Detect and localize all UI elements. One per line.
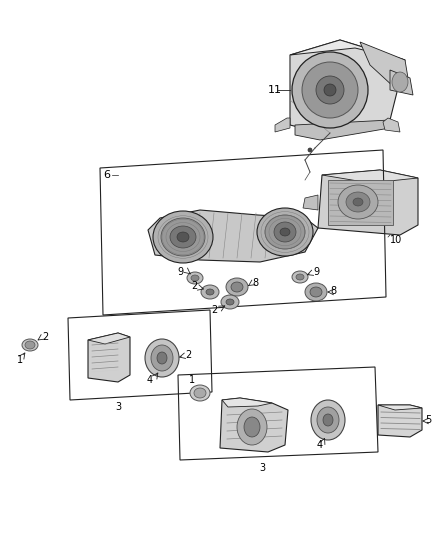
- Ellipse shape: [231, 282, 243, 292]
- Text: 6: 6: [103, 170, 110, 180]
- Ellipse shape: [161, 218, 205, 256]
- Text: 5: 5: [425, 415, 431, 425]
- Polygon shape: [290, 40, 405, 135]
- Ellipse shape: [324, 84, 336, 96]
- Polygon shape: [378, 405, 422, 437]
- Text: 3: 3: [259, 463, 265, 473]
- Text: 1: 1: [189, 375, 195, 385]
- Text: 4: 4: [147, 375, 153, 385]
- Ellipse shape: [316, 76, 344, 104]
- Ellipse shape: [187, 272, 203, 284]
- Ellipse shape: [310, 287, 322, 297]
- Polygon shape: [88, 333, 130, 382]
- Ellipse shape: [265, 215, 305, 249]
- Ellipse shape: [25, 341, 35, 349]
- Ellipse shape: [153, 211, 213, 263]
- Ellipse shape: [292, 52, 368, 128]
- Ellipse shape: [221, 295, 239, 309]
- Polygon shape: [383, 118, 400, 132]
- Ellipse shape: [244, 417, 260, 437]
- Polygon shape: [290, 40, 405, 60]
- Text: 3: 3: [115, 402, 121, 412]
- Polygon shape: [220, 398, 288, 452]
- Polygon shape: [322, 170, 418, 183]
- Ellipse shape: [237, 409, 267, 445]
- Polygon shape: [378, 405, 422, 410]
- Ellipse shape: [151, 345, 173, 371]
- Ellipse shape: [157, 352, 167, 364]
- Text: 9: 9: [177, 267, 183, 277]
- Ellipse shape: [194, 388, 206, 398]
- Text: 2: 2: [42, 332, 48, 342]
- Ellipse shape: [346, 192, 370, 212]
- Polygon shape: [303, 195, 318, 210]
- Polygon shape: [148, 210, 318, 262]
- Text: 8: 8: [330, 286, 336, 296]
- Ellipse shape: [292, 271, 308, 283]
- Text: 11: 11: [268, 85, 282, 95]
- Ellipse shape: [206, 289, 214, 295]
- Text: 9: 9: [313, 267, 319, 277]
- Text: 10: 10: [390, 235, 402, 245]
- Ellipse shape: [308, 148, 312, 152]
- Ellipse shape: [226, 299, 234, 305]
- Text: 8: 8: [252, 278, 258, 288]
- Text: 1: 1: [17, 355, 23, 365]
- Polygon shape: [222, 398, 272, 407]
- Ellipse shape: [353, 198, 363, 206]
- Ellipse shape: [274, 222, 296, 242]
- Ellipse shape: [22, 339, 38, 351]
- Text: 2: 2: [185, 350, 191, 360]
- Ellipse shape: [145, 339, 179, 377]
- Ellipse shape: [311, 400, 345, 440]
- Ellipse shape: [170, 226, 196, 248]
- Polygon shape: [275, 118, 290, 132]
- Polygon shape: [295, 120, 390, 140]
- Ellipse shape: [317, 407, 339, 433]
- Ellipse shape: [323, 414, 333, 426]
- Ellipse shape: [338, 185, 378, 219]
- Ellipse shape: [201, 285, 219, 299]
- Ellipse shape: [191, 275, 199, 281]
- Ellipse shape: [257, 208, 313, 256]
- Ellipse shape: [190, 385, 210, 401]
- Polygon shape: [88, 333, 130, 344]
- Ellipse shape: [296, 274, 304, 280]
- Polygon shape: [390, 70, 413, 95]
- Ellipse shape: [280, 228, 290, 236]
- Ellipse shape: [302, 62, 358, 118]
- Text: 2: 2: [191, 281, 197, 291]
- Ellipse shape: [305, 283, 327, 301]
- Text: 2: 2: [212, 305, 218, 315]
- Ellipse shape: [392, 72, 408, 92]
- Bar: [328, 180, 393, 225]
- Polygon shape: [318, 170, 418, 235]
- Ellipse shape: [177, 232, 189, 242]
- Ellipse shape: [226, 278, 248, 296]
- Text: 4: 4: [317, 440, 323, 450]
- Polygon shape: [360, 42, 410, 90]
